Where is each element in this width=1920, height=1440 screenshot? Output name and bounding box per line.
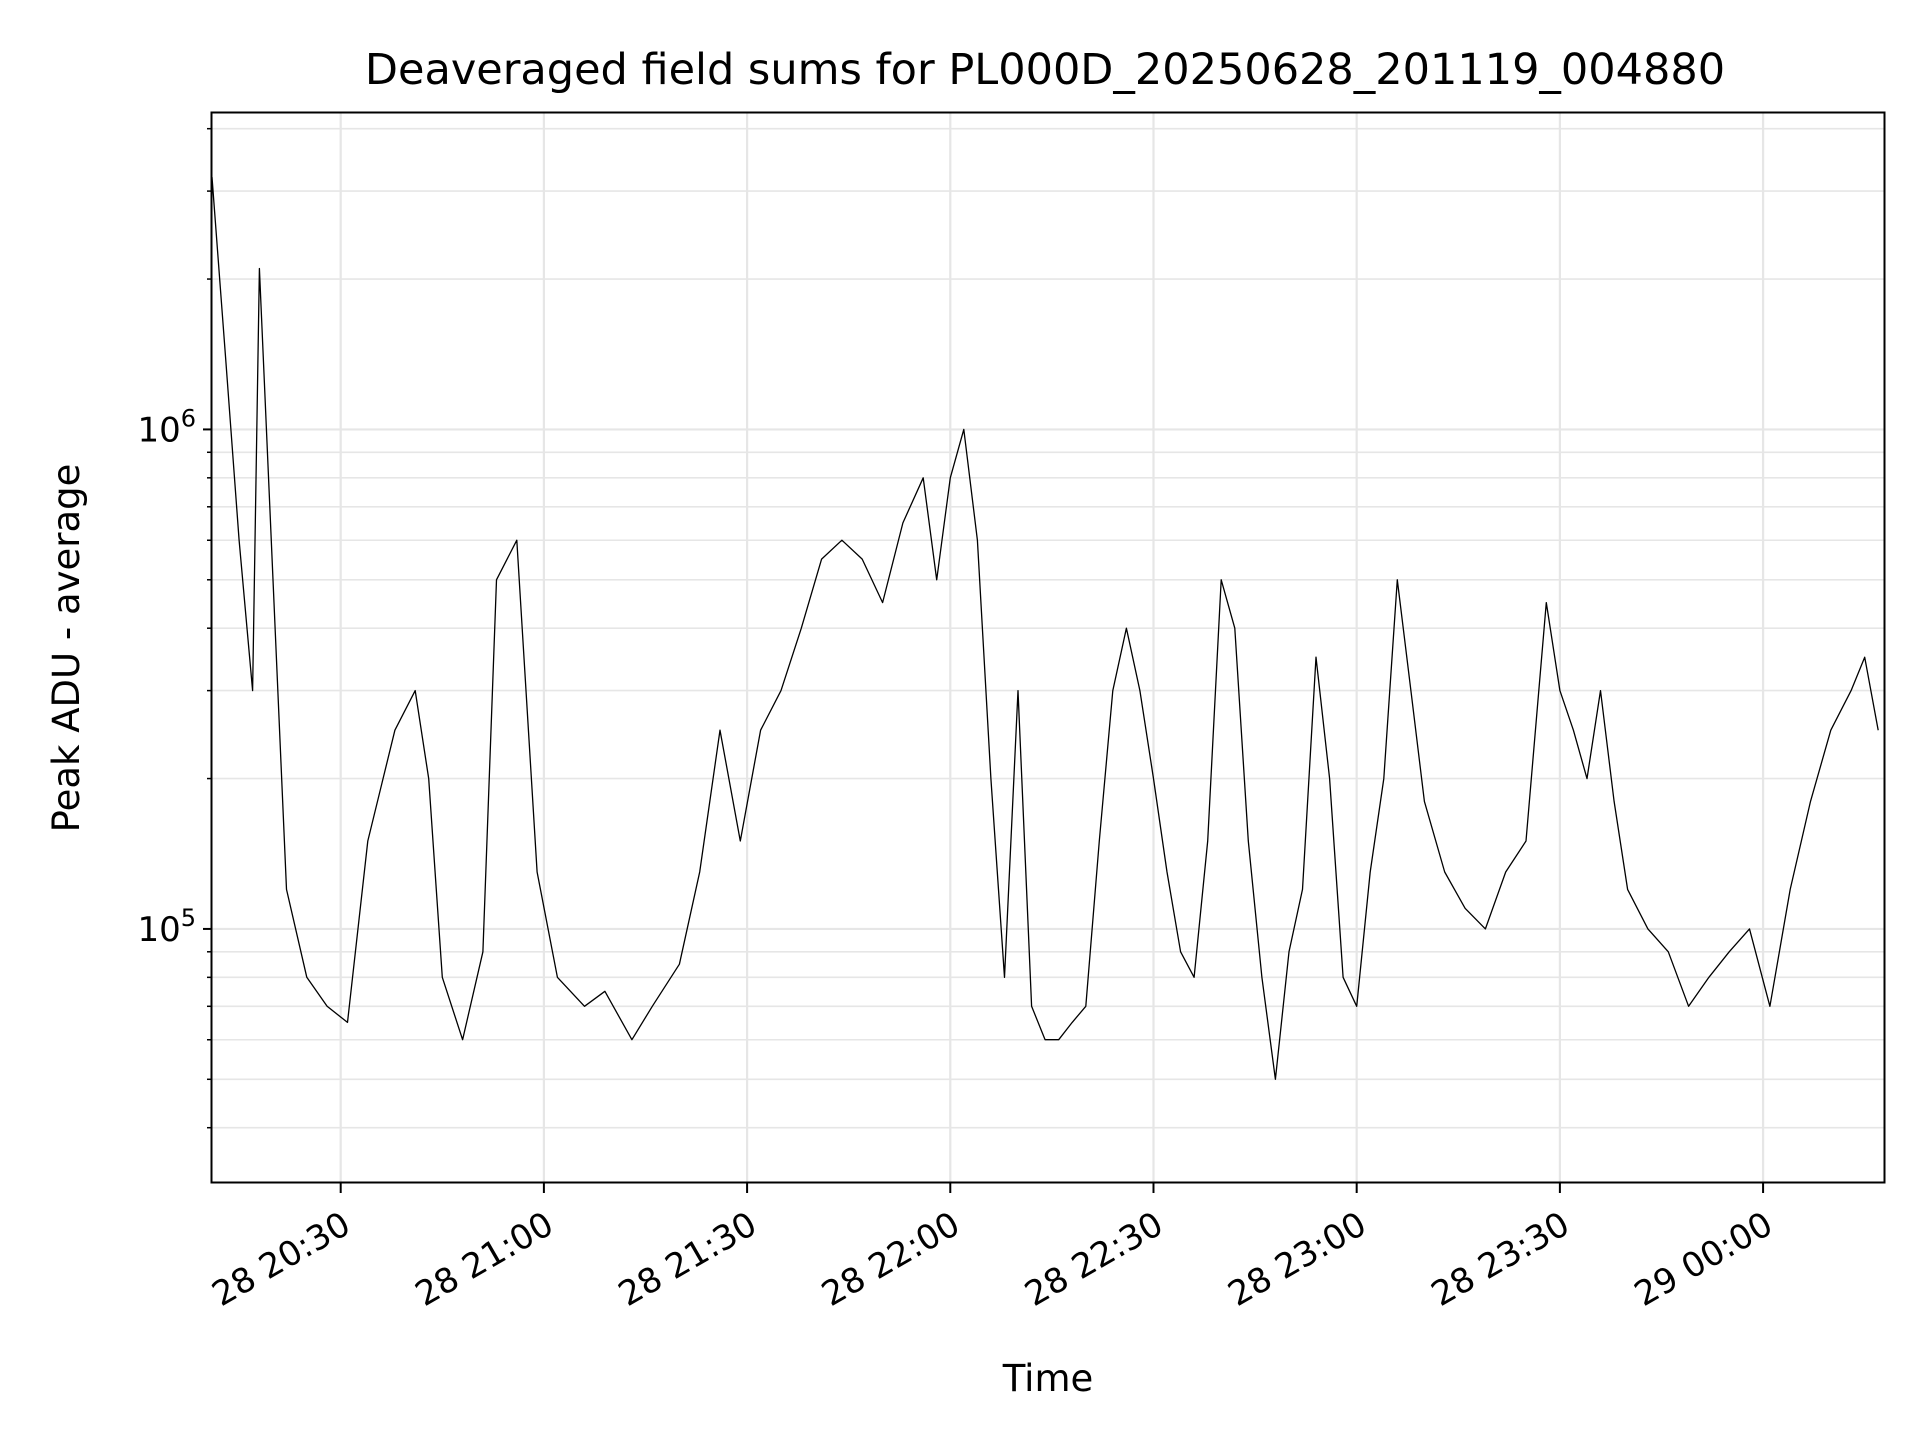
y-tick-label-exponent: 6 — [181, 404, 196, 432]
series-layer — [212, 177, 1879, 1080]
plot-frame — [210, 111, 1886, 1184]
chart-title: Deaveraged field sums for PL000D_2025062… — [365, 45, 1725, 95]
y-axis-label: Peak ADU - average — [45, 464, 88, 833]
y-tick-label-base: 10 — [137, 410, 180, 450]
y-tick-label: 106 — [137, 404, 196, 450]
y-tick-label-base: 10 — [137, 910, 180, 950]
series-line — [212, 177, 1879, 1080]
x-axis-label: Time — [1002, 1357, 1094, 1400]
y-tick-label: 105 — [137, 904, 196, 950]
grid — [212, 113, 1885, 1183]
y-tick-label-exponent: 5 — [181, 904, 196, 932]
